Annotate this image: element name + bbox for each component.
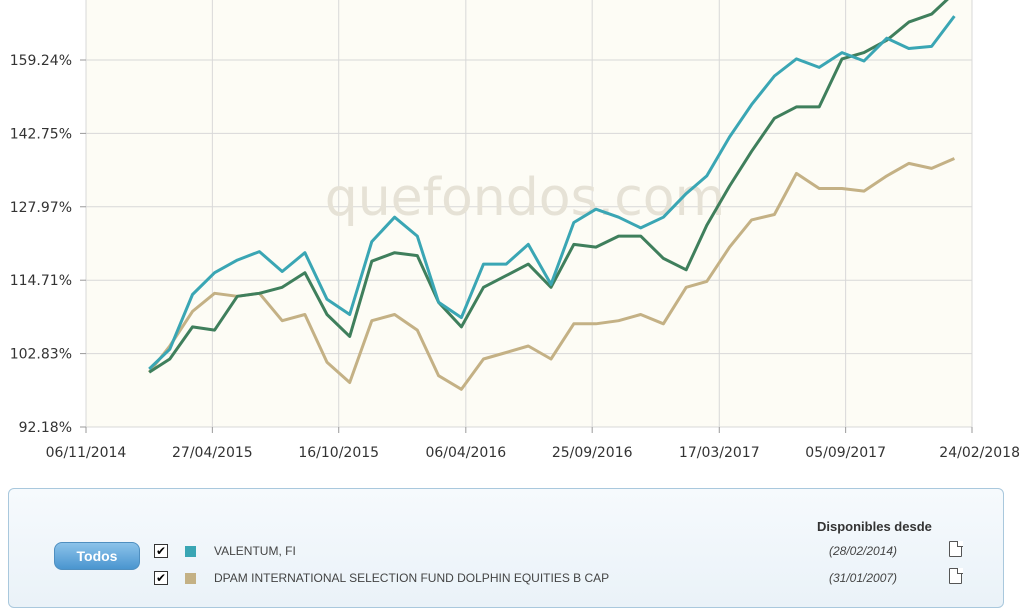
series-line-0	[148, 15, 956, 371]
x-tick-label: 24/02/2018	[939, 445, 1020, 461]
x-tick-label: 27/04/2015	[172, 445, 253, 461]
x-tick-label: 16/10/2015	[298, 445, 379, 461]
series-layer	[148, 0, 956, 391]
series-checkbox[interactable]: ✔	[154, 571, 168, 585]
y-tick-label: 92.18%	[19, 420, 72, 436]
series-line-1	[148, 0, 949, 374]
fund-available-date: (31/01/2007)	[829, 571, 898, 585]
grid-lines	[85, 0, 973, 428]
y-axis-ticks: 92.18% 102.83% 114.71% 127.97% 142.75% 159.24…	[10, 53, 86, 436]
legend-panel: Disponibles desde Todos ✔ VALENTUM, FI (…	[8, 488, 1004, 608]
x-tick-label: 17/03/2017	[679, 445, 760, 461]
plot-area	[85, 0, 973, 428]
watermark: quefondos.com	[325, 168, 726, 228]
x-tick-label: 05/09/2017	[805, 445, 886, 461]
todos-button[interactable]: Todos	[54, 542, 140, 570]
y-tick-label: 159.24%	[10, 53, 72, 69]
x-tick-label: 06/11/2014	[46, 445, 127, 461]
fund-name[interactable]: DPAM INTERNATIONAL SELECTION FUND DOLPHI…	[214, 571, 610, 585]
series-color-swatch	[185, 573, 196, 584]
legend-header: Disponibles desde	[817, 519, 932, 534]
fund-name[interactable]: VALENTUM, FI	[214, 544, 296, 558]
series-line-2	[148, 157, 955, 391]
fund-available-date: (28/02/2014)	[829, 544, 898, 558]
y-tick-label: 114.71%	[10, 273, 72, 289]
x-tick-label: 25/09/2016	[552, 445, 633, 461]
x-tick-label: 06/04/2016	[425, 445, 506, 461]
legend-row-dpam: ✔ DPAM INTERNATIONAL SELECTION FUND DOLP…	[9, 567, 1003, 590]
series-color-swatch	[185, 546, 196, 557]
legend-row-valentum: ✔ VALENTUM, FI (28/02/2014)	[9, 540, 1003, 563]
y-tick-label: 127.97%	[10, 200, 72, 216]
document-icon[interactable]	[949, 567, 963, 584]
y-tick-label: 102.83%	[10, 347, 72, 363]
series-checkbox[interactable]: ✔	[154, 544, 168, 558]
fund-performance-chart: quefondos.com 92.18% 102.83% 114.71% 127.97…	[10, 0, 1020, 461]
x-axis-ticks: 06/11/2014 27/04/2015 16/10/2015 06/04/2016…	[46, 427, 1020, 461]
document-icon[interactable]	[949, 540, 963, 557]
y-tick-label: 142.75%	[10, 126, 72, 142]
